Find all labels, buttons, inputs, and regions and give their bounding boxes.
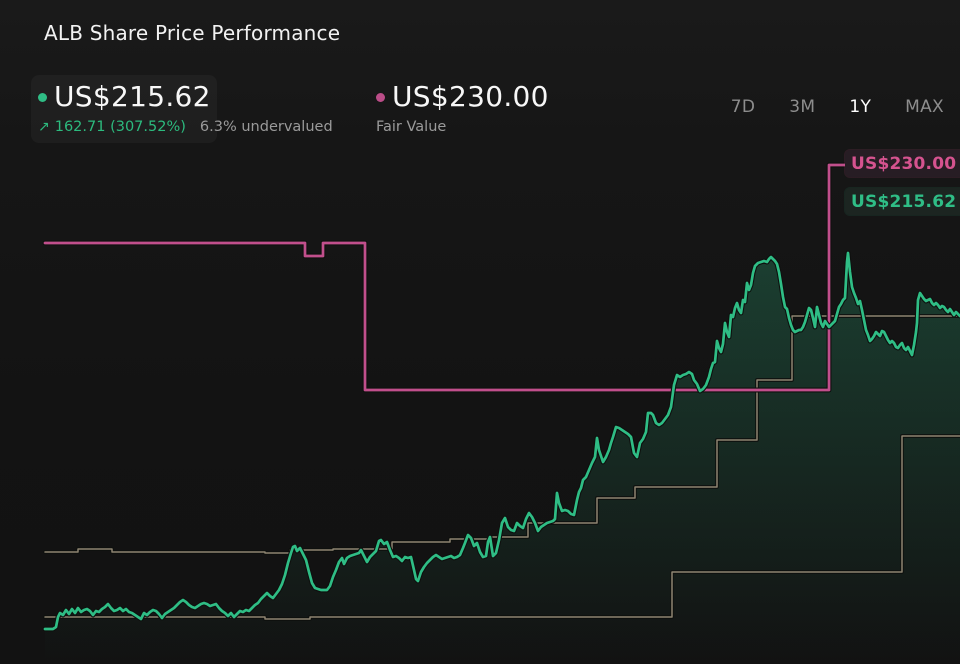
undervalued-text: 6.3% undervalued	[199, 119, 333, 135]
fair-value-line	[43, 163, 848, 392]
page-title: ALB Share Price Performance	[44, 21, 341, 45]
fair-value-legend: US$230.00 Fair Value	[376, 82, 549, 135]
range-1y-button[interactable]: 1Y	[849, 97, 872, 117]
range-max-button[interactable]: MAX	[905, 97, 944, 117]
share-price-dot-icon	[38, 92, 47, 102]
share-price-area	[45, 253, 960, 664]
fair-value-end-label: US$230.00	[845, 150, 960, 177]
share-price-legend: US$215.62 ↗ 162.71 (307.52%) 6.3% underv…	[38, 82, 333, 135]
fair-value-label: Fair Value	[376, 119, 447, 135]
share-price-value: US$215.62	[54, 80, 211, 113]
fair-value-amount: US$230.00	[392, 80, 549, 113]
price-end-label: US$215.62	[845, 188, 960, 215]
share-price-line	[43, 251, 960, 631]
range-3m-button[interactable]: 3M	[789, 97, 816, 117]
share-price-change: 162.71 (307.52%)	[54, 119, 186, 135]
trend-up-icon: ↗	[38, 119, 50, 135]
lower-band-line	[44, 435, 960, 620]
range-7d-button[interactable]: 7D	[730, 97, 756, 117]
fair-value-dot-icon	[376, 92, 385, 102]
time-range-selector: 7D 3M 1Y MAX	[731, 97, 944, 117]
